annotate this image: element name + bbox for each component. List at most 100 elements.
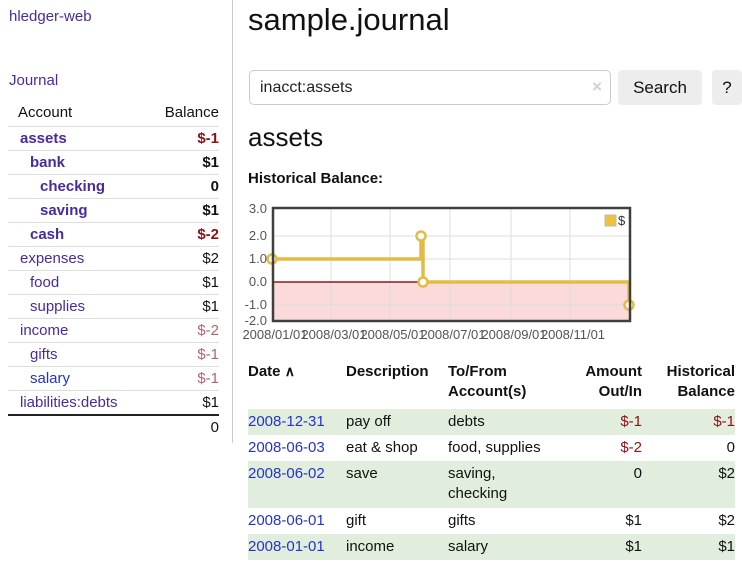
register-col-date[interactable]: Date ∧ <box>248 363 295 380</box>
account-link-bank[interactable]: bank <box>30 154 66 171</box>
transaction-amount: $1 <box>560 533 642 560</box>
svg-text:2.0: 2.0 <box>249 228 267 243</box>
transaction-balance: $1 <box>642 533 735 560</box>
account-link-expenses[interactable]: expenses <box>20 250 85 267</box>
account-balance: $-2 <box>197 226 219 243</box>
chart-y-axis: 3.0 2.0 1.0 0.0 -1.0 -2.0 <box>245 201 267 328</box>
transaction-balance: $-1 <box>642 408 735 435</box>
app-brand-link[interactable]: hledger-web <box>9 8 92 25</box>
account-link-income[interactable]: income <box>20 322 69 339</box>
sidebar: hledger-web Journal Account Balance asse… <box>0 0 233 443</box>
historical-balance-chart: $ 3.0 2.0 1.0 0.0 -1.0 -2.0 2008/01/01 2… <box>242 201 635 342</box>
account-balance: $-1 <box>197 346 219 363</box>
account-link-cash[interactable]: cash <box>30 226 65 243</box>
transaction-amount: 0 <box>560 461 642 508</box>
account-row: saving $1 <box>8 198 219 223</box>
account-row: liabilities:debts $1 <box>8 390 219 416</box>
chart-x-axis: 2008/01/01 2008/03/01 2008/05/01 2008/07… <box>242 327 605 342</box>
transaction-description: save <box>346 461 448 508</box>
svg-text:2008/05/01: 2008/05/01 <box>360 327 425 342</box>
register-col-amount: Amount Out/In <box>585 363 642 401</box>
transaction-date-link[interactable]: 2008-12-31 <box>248 412 325 430</box>
transaction-accounts: salary <box>448 533 560 560</box>
clear-search-icon[interactable]: × <box>592 77 602 96</box>
help-button[interactable]: ? <box>712 70 742 105</box>
account-row: assets $-1 <box>8 126 219 151</box>
account-balance: $1 <box>202 394 219 411</box>
transaction-balance: $2 <box>718 511 735 529</box>
account-row: gifts $-1 <box>8 342 219 367</box>
account-row: income $-2 <box>8 318 219 343</box>
account-link-salary[interactable]: salary <box>30 370 71 387</box>
account-link-liabilities-debts[interactable]: liabilities:debts <box>20 394 118 411</box>
transaction-description: eat & shop <box>346 438 418 456</box>
account-page-title: assets <box>248 122 324 152</box>
transaction-balance: $2 <box>642 461 735 508</box>
transaction-amount: $-1 <box>560 408 642 435</box>
transaction-amount: $1 <box>625 511 642 529</box>
accounts-total-value: 0 <box>149 414 219 439</box>
account-balance: $1 <box>202 298 219 315</box>
transaction-date-link[interactable]: 2008-01-01 <box>248 537 325 555</box>
register-row: 2008-12-31 pay off debts $-1 $-1 <box>248 408 735 435</box>
account-balance: $1 <box>202 154 219 171</box>
account-row: bank $1 <box>8 150 219 175</box>
svg-text:3.0: 3.0 <box>249 201 267 216</box>
account-row: cash $-2 <box>8 222 219 247</box>
register-row: 2008-01-01 income salary $1 $1 <box>248 533 735 560</box>
register-row: 2008-06-02 save saving, checking 0 $2 <box>248 461 735 508</box>
register-col-balance: Historical Balance <box>666 363 735 401</box>
chart-negative-region <box>273 282 630 321</box>
transaction-amount: $-2 <box>620 438 642 456</box>
svg-text:2008/01/01: 2008/01/01 <box>242 327 307 342</box>
account-link-assets[interactable]: assets <box>20 130 67 147</box>
svg-text:-1.0: -1.0 <box>245 297 267 312</box>
transaction-date-link[interactable]: 2008-06-02 <box>248 465 325 482</box>
chart-title: Historical Balance: <box>248 170 384 187</box>
register-header-row: Date ∧ Description To/From Account(s) Am… <box>248 360 735 409</box>
svg-text:2008/03/01: 2008/03/01 <box>301 327 366 342</box>
transaction-accounts: gifts <box>448 511 476 529</box>
accounts-total-row: 0 <box>8 414 219 439</box>
account-balance: $2 <box>202 250 219 267</box>
svg-text:2008/11/01: 2008/11/01 <box>541 327 605 342</box>
sort-ascending-icon: ∧ <box>284 363 295 379</box>
register-col-accounts: To/From Account(s) <box>448 363 527 401</box>
account-row: supplies $1 <box>8 294 219 319</box>
account-link-supplies[interactable]: supplies <box>30 298 86 315</box>
register-table: Date ∧ Description To/From Account(s) Am… <box>248 360 735 560</box>
transaction-accounts: debts <box>448 408 560 435</box>
transaction-date-link[interactable]: 2008-06-01 <box>248 511 325 529</box>
transaction-description: pay off <box>346 408 448 435</box>
account-row: checking 0 <box>8 174 219 199</box>
account-balance: $-1 <box>197 370 219 387</box>
account-row: expenses $2 <box>8 246 219 271</box>
sidebar-item-journal[interactable]: Journal <box>9 72 59 89</box>
journal-title: sample.journal <box>248 2 450 37</box>
search-button[interactable]: Search <box>618 70 702 105</box>
register-row: 2008-06-03 eat & shop food, supplies $-2… <box>248 435 735 461</box>
svg-text:2008/07/01: 2008/07/01 <box>420 327 485 342</box>
account-link-gifts[interactable]: gifts <box>30 346 58 363</box>
svg-text:2008/09/01: 2008/09/01 <box>481 327 546 342</box>
svg-text:1.0: 1.0 <box>249 251 267 266</box>
account-balance: $1 <box>202 274 219 291</box>
account-link-food[interactable]: food <box>30 274 60 291</box>
search-input[interactable] <box>249 70 611 105</box>
accounts-table-header: Account Balance <box>8 101 219 127</box>
chart-border <box>271 206 632 323</box>
register-row: 2008-06-01 gift gifts $1 $2 <box>248 508 735 534</box>
svg-text:0.0: 0.0 <box>249 274 267 289</box>
chart-legend: $ <box>604 213 626 228</box>
chart-legend-label: $ <box>618 213 626 228</box>
accounts-col-balance: Balance <box>164 104 219 121</box>
account-row: food $1 <box>8 270 219 295</box>
account-link-checking[interactable]: checking <box>40 178 106 195</box>
transaction-date-link[interactable]: 2008-06-03 <box>248 438 325 456</box>
account-balance: 0 <box>210 178 219 195</box>
account-balance: $-1 <box>197 130 219 147</box>
transaction-accounts: food, supplies <box>448 438 541 456</box>
account-balance: $1 <box>202 202 219 219</box>
account-link-saving[interactable]: saving <box>40 202 88 219</box>
accounts-col-account: Account <box>18 104 73 121</box>
